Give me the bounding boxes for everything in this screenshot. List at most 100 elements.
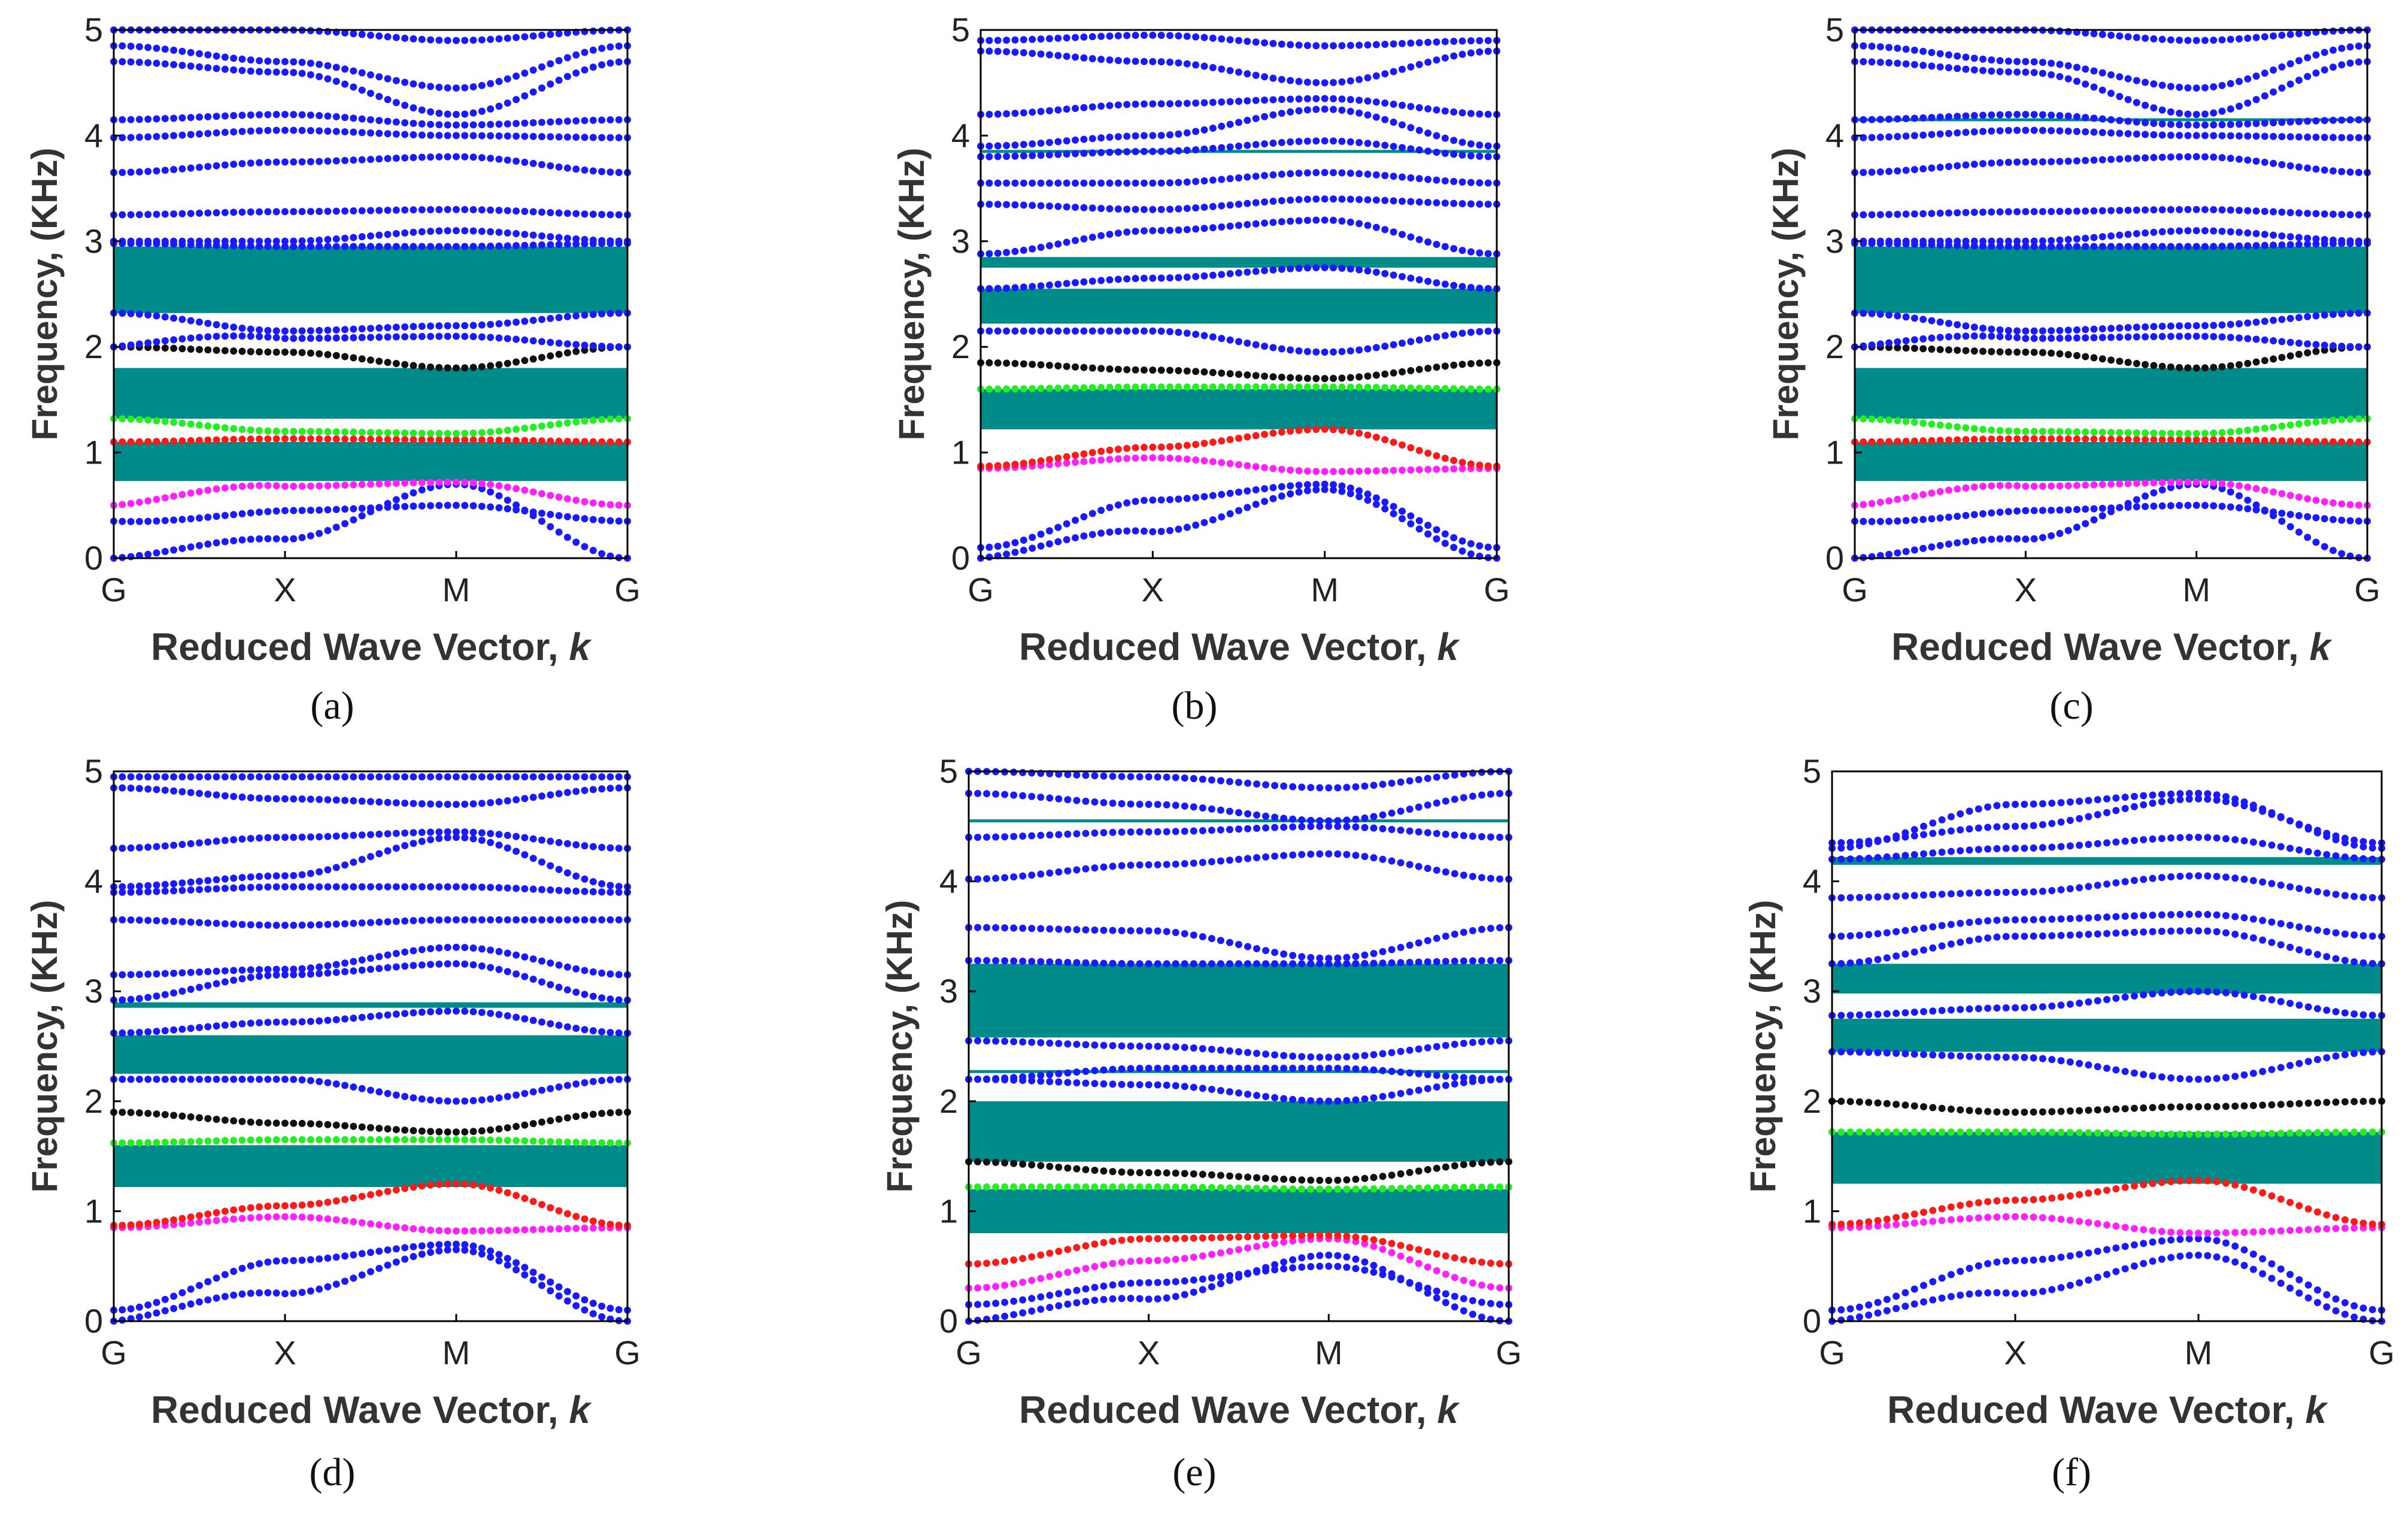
band-point [384, 773, 392, 781]
band-point [2090, 428, 2098, 436]
band-point [1199, 1044, 1206, 1052]
band-point [444, 1128, 451, 1136]
band-point [1442, 868, 1449, 876]
band-point [2329, 27, 2337, 35]
band-point [418, 1095, 426, 1103]
band-point [1045, 461, 1053, 468]
band-point [2295, 118, 2303, 126]
band-point [196, 237, 203, 245]
band-point [221, 436, 229, 444]
band-point [529, 159, 537, 167]
band-point [341, 773, 349, 781]
band-point [1003, 385, 1011, 393]
band-point [2329, 438, 2337, 446]
y-tick-label: 5 [84, 11, 103, 49]
band-point [1312, 375, 1320, 383]
band-point [1145, 1183, 1153, 1191]
band-point [2270, 241, 2277, 249]
band-point [2142, 479, 2149, 487]
band-point [1064, 925, 1072, 933]
band-point [2107, 325, 2115, 332]
band-point [375, 429, 383, 437]
band-point [410, 947, 417, 955]
band-point [1894, 344, 1901, 352]
y-tick-label: 3 [84, 972, 103, 1010]
band-point [512, 1259, 520, 1267]
band-point [170, 1292, 178, 1300]
band-point [2048, 532, 2055, 540]
band-point [435, 1136, 443, 1144]
band-point [2116, 117, 2124, 125]
band-point [1287, 108, 1294, 116]
y-tick-label: 0 [84, 1302, 103, 1340]
band-point [178, 490, 186, 498]
band-point [418, 1136, 426, 1144]
band-point [272, 1289, 280, 1297]
band-point [367, 334, 374, 341]
band-point [392, 1010, 400, 1018]
band-point [1469, 873, 1476, 880]
band-point [461, 944, 469, 952]
band-point [1398, 173, 1406, 181]
band-point [1954, 52, 1961, 60]
band-point [204, 838, 212, 846]
band-point [272, 208, 280, 216]
band-point [1307, 1053, 1315, 1061]
band-point [1372, 140, 1380, 148]
band-point [1199, 1183, 1206, 1191]
band-point [2338, 44, 2346, 52]
band-point [290, 535, 298, 543]
band-point [2082, 334, 2089, 342]
band-point [1157, 383, 1165, 391]
band-point [1334, 1176, 1342, 1184]
band-point [1020, 327, 1027, 335]
band-point [384, 435, 392, 443]
band-point [1364, 372, 1372, 380]
band-point [983, 833, 991, 841]
band-point [1140, 31, 1148, 39]
band-point [298, 435, 306, 443]
band-point [1226, 120, 1234, 128]
band-point [512, 1226, 520, 1234]
band-point [392, 950, 400, 958]
band-point [213, 1116, 220, 1124]
band-point [529, 1120, 537, 1128]
band-point [1123, 179, 1131, 187]
band-point [1338, 468, 1346, 476]
band-point [2098, 115, 2106, 123]
band-point [2192, 121, 2200, 129]
band-point [2158, 131, 2166, 139]
band-point [1154, 861, 1161, 868]
band-point [324, 962, 332, 970]
band-point [324, 1079, 332, 1086]
band-point [1118, 1236, 1126, 1244]
band-point [2039, 428, 2046, 435]
band-point [1303, 487, 1311, 495]
band-point [1962, 53, 1970, 61]
band-point [1140, 132, 1148, 140]
band-point [1334, 1064, 1342, 1072]
band-point [1080, 458, 1088, 465]
band-point [1885, 416, 1893, 424]
band-point [1298, 1263, 1306, 1271]
band-point [504, 1124, 511, 1132]
band-point [2312, 438, 2320, 446]
band-point [230, 323, 238, 331]
band-point [1244, 855, 1252, 862]
band-point [1441, 177, 1449, 184]
band-point [1244, 960, 1252, 968]
band-point [1154, 1043, 1161, 1050]
band-point [221, 129, 229, 137]
band-point [1388, 1067, 1396, 1075]
band-point [178, 114, 186, 122]
band-point [272, 237, 280, 245]
band-point [1020, 179, 1027, 187]
band-point [2346, 211, 2354, 219]
band-point [1106, 504, 1114, 511]
band-point [521, 1015, 529, 1023]
band-point [2048, 507, 2055, 514]
band-point [2252, 506, 2260, 514]
band-point [1001, 1298, 1009, 1306]
band-point [469, 916, 477, 923]
band-point [1118, 1042, 1126, 1050]
